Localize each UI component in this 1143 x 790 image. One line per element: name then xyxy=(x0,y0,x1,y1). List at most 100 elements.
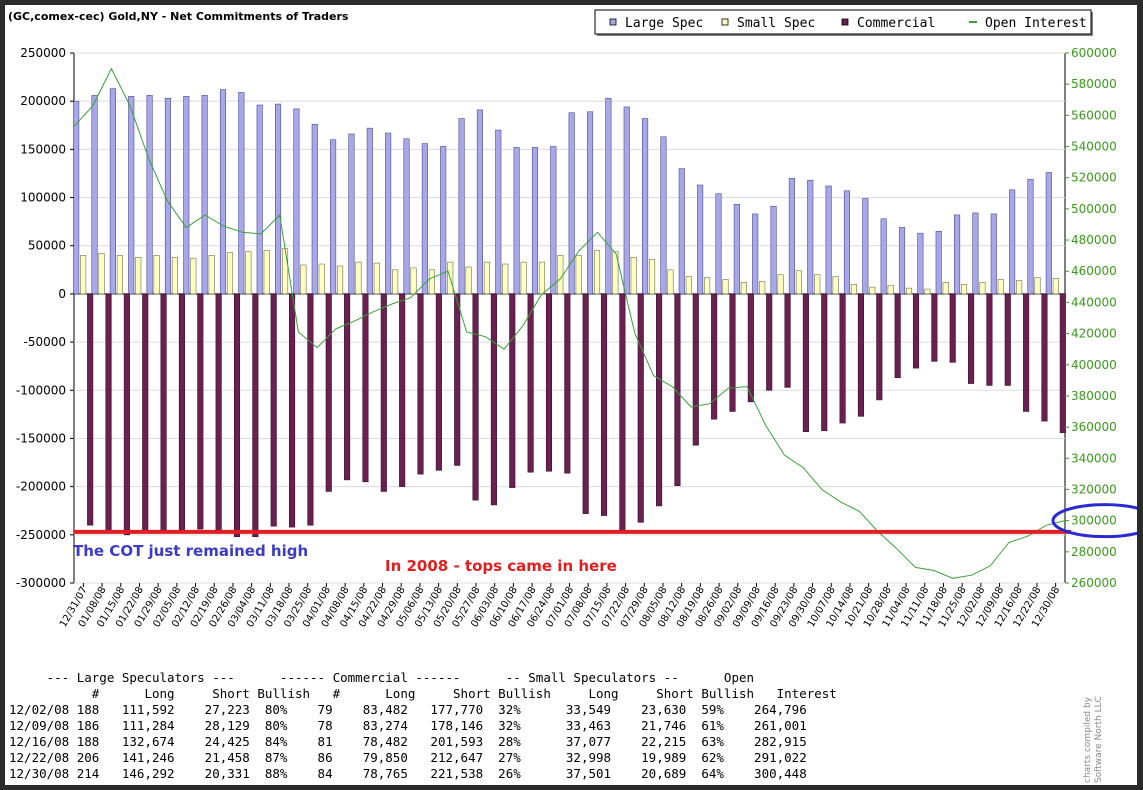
bar-small-spec xyxy=(1034,277,1041,295)
bar-commercial xyxy=(839,293,846,424)
bar-large-spec xyxy=(697,184,704,295)
legend-swatch xyxy=(721,18,729,26)
left-tick-label: -50000 xyxy=(23,335,66,349)
bar-commercial xyxy=(307,293,314,526)
open-interest-line xyxy=(73,67,1066,579)
table-row: 12/02/08 188 111,592 27,223 80% 79 83,48… xyxy=(9,702,807,717)
bar-large-spec xyxy=(476,109,483,295)
bar-commercial xyxy=(233,293,241,538)
bar-small-spec xyxy=(997,279,1004,295)
bar-commercial xyxy=(417,293,424,475)
bar-large-spec xyxy=(495,129,502,295)
right-tick-label: 380000 xyxy=(1071,389,1117,403)
bar-small-spec xyxy=(979,282,986,295)
bar-large-spec xyxy=(586,111,594,295)
bar-commercial xyxy=(399,293,406,487)
bar-large-spec xyxy=(770,205,777,295)
left-tick-label: -100000 xyxy=(16,383,66,397)
bar-large-spec xyxy=(421,143,428,295)
tops-note: In 2008 - tops came in here xyxy=(385,557,617,575)
left-tick-label: 50000 xyxy=(28,239,66,253)
bar-large-spec xyxy=(935,230,942,295)
bars xyxy=(73,88,1066,538)
cot-chart: (GC,comex-cec) Gold,NY - Net Commitments… xyxy=(8,9,1137,629)
legend-label: Commercial xyxy=(857,16,935,31)
bar-small-spec xyxy=(704,277,711,295)
right-tick-label: 580000 xyxy=(1071,77,1117,91)
left-tick-label: -200000 xyxy=(16,480,66,494)
bar-large-spec xyxy=(256,104,263,295)
bar-commercial xyxy=(105,293,112,533)
left-tick-label: 0 xyxy=(58,287,66,301)
bar-small-spec xyxy=(630,256,637,295)
right-tick-label: 600000 xyxy=(1071,46,1117,60)
bar-commercial xyxy=(619,293,626,532)
left-tick-label: -150000 xyxy=(16,431,66,445)
bar-commercial xyxy=(527,293,534,473)
bar-small-spec xyxy=(502,263,509,295)
chart-credit: charts compiled by Software North LLC xyxy=(1083,696,1105,783)
bar-commercial xyxy=(766,293,773,391)
bar-commercial xyxy=(600,293,608,516)
right-tick-label: 360000 xyxy=(1071,420,1117,434)
bar-commercial xyxy=(435,293,442,471)
bar-commercial xyxy=(931,293,938,362)
right-tick-label: 480000 xyxy=(1071,233,1117,247)
bar-small-spec xyxy=(961,283,968,295)
bar-small-spec xyxy=(355,261,362,295)
bar-commercial xyxy=(215,293,222,533)
bar-commercial xyxy=(288,293,296,528)
right-tick-label: 460000 xyxy=(1071,264,1117,278)
table-row: 12/30/08 214 146,292 20,331 88% 84 78,76… xyxy=(9,766,807,781)
bar-large-spec xyxy=(605,97,612,295)
bar-commercial xyxy=(912,293,920,369)
bar-commercial xyxy=(160,293,167,533)
left-tick-label: 100000 xyxy=(20,191,66,205)
bar-commercial xyxy=(509,293,516,488)
bar-commercial xyxy=(747,293,754,403)
bar-large-spec xyxy=(440,146,447,295)
bar-small-spec xyxy=(281,248,289,295)
bar-small-spec xyxy=(1016,280,1023,295)
bar-large-spec xyxy=(293,108,300,295)
bar-large-spec xyxy=(128,96,135,295)
table-header-cols: # Long Short Bullish # Long Short Bullis… xyxy=(9,686,837,701)
left-tick-label: 200000 xyxy=(20,94,66,108)
bar-small-spec xyxy=(924,288,931,295)
right-tick-label: 500000 xyxy=(1071,202,1117,216)
bar-commercial xyxy=(362,293,369,483)
bar-large-spec xyxy=(898,227,906,295)
bar-commercial xyxy=(1041,293,1048,422)
bar-commercial xyxy=(1004,293,1011,386)
bar-commercial xyxy=(87,293,94,526)
bar-small-spec xyxy=(135,256,142,295)
bar-commercial xyxy=(637,293,644,523)
bar-commercial xyxy=(564,293,571,474)
bar-small-spec xyxy=(612,251,619,295)
bar-small-spec xyxy=(116,255,123,295)
bar-small-spec xyxy=(575,255,582,295)
bar-commercial xyxy=(711,293,718,420)
bar-small-spec xyxy=(795,270,802,295)
bar-small-spec xyxy=(263,250,270,295)
bar-small-spec xyxy=(1052,278,1059,295)
bar-large-spec xyxy=(1045,172,1052,295)
chart-title: (GC,comex-cec) Gold,NY - Net Commitments… xyxy=(8,10,349,23)
bar-large-spec xyxy=(348,133,355,295)
bar-commercial xyxy=(821,293,828,432)
right-tick-label: 540000 xyxy=(1071,140,1117,154)
bar-small-spec xyxy=(483,261,490,295)
bar-large-spec xyxy=(403,138,410,295)
right-tick-label: 440000 xyxy=(1071,295,1117,309)
bar-large-spec xyxy=(568,112,575,295)
bar-large-spec xyxy=(917,232,924,295)
legend: Large Spec Small Spec Commercial Open Inter… xyxy=(594,9,1093,36)
bar-small-spec xyxy=(649,258,656,295)
bar-large-spec xyxy=(109,88,116,295)
bar-large-spec xyxy=(146,95,153,295)
right-tick-label: 340000 xyxy=(1071,451,1117,465)
bar-commercial xyxy=(857,293,865,417)
bar-large-spec xyxy=(385,132,392,295)
bar-commercial xyxy=(894,293,901,379)
bar-commercial xyxy=(1023,293,1030,412)
